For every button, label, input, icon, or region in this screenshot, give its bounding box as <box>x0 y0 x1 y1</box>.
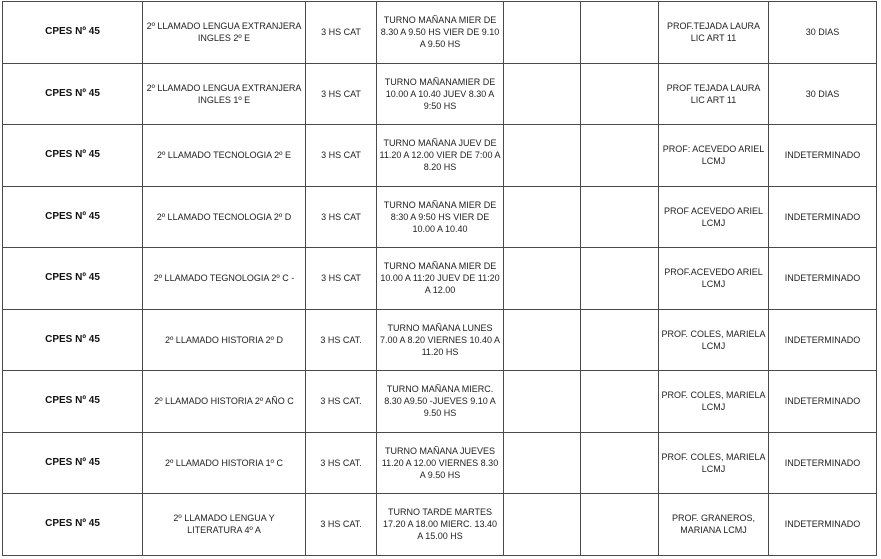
duration-cell: INDETERMINADO <box>768 124 877 187</box>
empty-cell <box>503 431 581 494</box>
teacher-cell: PROF.TEJADA LAURA LIC ART 11 <box>658 1 769 64</box>
subject-cell: 2º LLAMADO LENGUA Y LITERATURA 4º A <box>142 493 306 556</box>
empty-cell <box>580 493 659 556</box>
teacher-cell: PROF. COLES, MARIELA LCMJ <box>658 308 769 371</box>
empty-cell <box>580 247 659 310</box>
school-cell: CPES Nº 45 <box>2 308 143 371</box>
schedule-cell: TURNO MAÑANA MIER DE 10.00 A 11:20 JUEV … <box>376 247 504 310</box>
hours-cell: 3 HS CAT <box>305 124 377 187</box>
empty-cell <box>503 247 581 310</box>
teacher-cell: PROF. COLES, MARIELA LCMJ <box>658 431 769 494</box>
duration-cell: INDETERMINADO <box>768 370 877 433</box>
duration-cell: INDETERMINADO <box>768 493 877 556</box>
empty-cell <box>580 1 659 64</box>
duration-cell: INDETERMINADO <box>768 247 877 310</box>
school-cell: CPES Nº 45 <box>2 185 143 248</box>
hours-cell: 3 HS CAT. <box>305 370 377 433</box>
school-cell: CPES Nº 45 <box>2 370 143 433</box>
table-row: CPES Nº 45 2º LLAMADO LENGUA EXTRANJERA I… <box>2 1 877 64</box>
schedule-cell: TURNO TARDE MARTES 17.20 A 18.00 MIERC. … <box>376 493 504 556</box>
duration-cell: INDETERMINADO <box>768 431 877 494</box>
empty-cell <box>503 124 581 187</box>
empty-cell <box>503 1 581 64</box>
teacher-cell: PROF: ACEVEDO ARIEL LCMJ <box>658 124 769 187</box>
empty-cell <box>580 124 659 187</box>
schedule-cell: TURNO MAÑANAMIER DE 10.00 A 10.40 JUEV 8… <box>376 62 504 125</box>
teacher-cell: PROF. COLES, MARIELA LCMJ <box>658 370 769 433</box>
subject-cell: 2º LLAMADO TECNOLOGIA 2º E <box>142 124 306 187</box>
table-row: CPES Nº 45 2º LLAMADO LENGUA EXTRANJERA I… <box>2 62 877 125</box>
schedule-cell: TURNO MAÑANA LUNES 7.00 A 8.20 VIERNES 1… <box>376 308 504 371</box>
teacher-cell: PROF TEJADA LAURA LIC ART 11 <box>658 62 769 125</box>
hours-cell: 3 HS CAT <box>305 62 377 125</box>
hours-cell: 3 HS CAT. <box>305 493 377 556</box>
subject-cell: 2º LLAMADO TECNOLOGIA 2º D <box>142 185 306 248</box>
duration-cell: 30 DIAS <box>768 62 877 125</box>
empty-cell <box>580 370 659 433</box>
table-row: CPES Nº 45 2º LLAMADO LENGUA Y LITERATURA… <box>2 493 877 556</box>
empty-cell <box>580 308 659 371</box>
school-cell: CPES Nº 45 <box>2 124 143 187</box>
hours-cell: 3 HS CAT <box>305 1 377 64</box>
duration-cell: INDETERMINADO <box>768 185 877 248</box>
subject-cell: 2º LLAMADO HISTORIA 2º D <box>142 308 306 371</box>
hours-cell: 3 HS CAT. <box>305 308 377 371</box>
empty-cell <box>580 185 659 248</box>
hours-cell: 3 HS CAT <box>305 185 377 248</box>
hours-cell: 3 HS CAT <box>305 247 377 310</box>
school-cell: CPES Nº 45 <box>2 1 143 64</box>
empty-cell <box>503 185 581 248</box>
subject-cell: 2º LLAMADO HISTORIA 2º AÑO C <box>142 370 306 433</box>
empty-cell <box>580 62 659 125</box>
subject-cell: 2º LLAMADO LENGUA EXTRANJERA INGLES 1º E <box>142 62 306 125</box>
schedule-cell: TURNO MAÑANA MIER DE 8:30 A 9:50 HS VIER… <box>376 185 504 248</box>
teacher-cell: PROF. GRANEROS, MARIANA LCMJ <box>658 493 769 556</box>
subject-cell: 2º LLAMADO LENGUA EXTRANJERA INGLES 2º E <box>142 1 306 64</box>
subject-cell: 2º LLAMADO HISTORIA 1º C <box>142 431 306 494</box>
duration-cell: 30 DIAS <box>768 1 877 64</box>
empty-cell <box>503 308 581 371</box>
table-row: CPES Nº 45 2º LLAMADO TEGNOLOGIA 2º C -3 … <box>2 247 877 310</box>
schedule-cell: TURNO MAÑANA MIER DE 8.30 A 9.50 HS VIER… <box>376 1 504 64</box>
school-cell: CPES Nº 45 <box>2 247 143 310</box>
duration-cell: INDETERMINADO <box>768 308 877 371</box>
teacher-cell: PROF ACEVEDO ARIEL LCMJ <box>658 185 769 248</box>
empty-cell <box>580 431 659 494</box>
empty-cell <box>503 370 581 433</box>
school-cell: CPES Nº 45 <box>2 431 143 494</box>
hours-cell: 3 HS CAT. <box>305 431 377 494</box>
school-cell: CPES Nº 45 <box>2 62 143 125</box>
subject-cell: 2º LLAMADO TEGNOLOGIA 2º C - <box>142 247 306 310</box>
empty-cell <box>503 62 581 125</box>
schedule-cell: TURNO MAÑANA JUEVES 11.20 A 12.00 VIERNE… <box>376 431 504 494</box>
teacher-cell: PROF.ACEVEDO ARIEL LCMJ <box>658 247 769 310</box>
empty-cell <box>503 493 581 556</box>
schedule-cell: TURNO MAÑANA MIERC. 8.30 A9.50 -JUEVES 9… <box>376 370 504 433</box>
school-cell: CPES Nº 45 <box>2 493 143 556</box>
schedule-cell: TURNO MAÑANA JUEV DE 11.20 A 12.00 VIER … <box>376 124 504 187</box>
